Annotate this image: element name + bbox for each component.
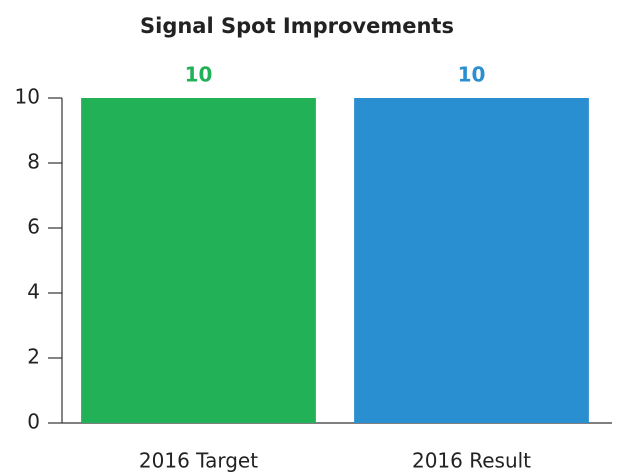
y-tick-label: 4 <box>27 280 40 304</box>
y-tick-label: 8 <box>27 150 40 174</box>
bar <box>81 98 316 423</box>
bar <box>354 98 589 423</box>
y-tick-label: 2 <box>27 345 40 369</box>
data-label: 10 <box>458 63 486 87</box>
x-tick-label: 2016 Result <box>412 449 531 473</box>
y-tick-label: 6 <box>27 215 40 239</box>
data-label: 10 <box>185 63 213 87</box>
y-tick-label: 10 <box>15 85 40 109</box>
chart-title: Signal Spot Improvements <box>140 14 454 38</box>
x-tick-label: 2016 Target <box>139 449 258 473</box>
y-tick-label: 0 <box>27 410 40 434</box>
